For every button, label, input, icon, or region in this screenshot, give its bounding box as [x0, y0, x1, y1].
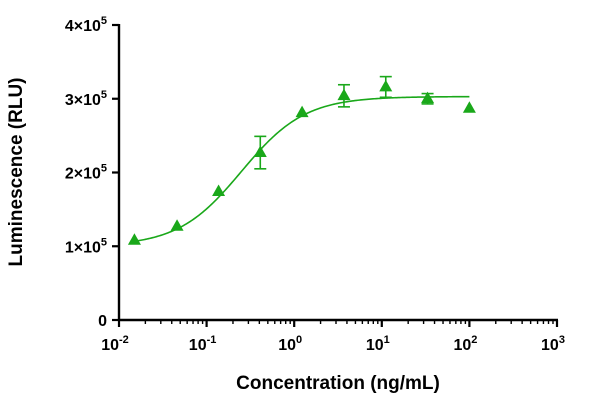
- x-tick-label: 10-1: [189, 334, 217, 354]
- x-axis-title: Concentration (ng/mL): [236, 373, 440, 394]
- x-tick-label: 102: [453, 334, 477, 354]
- plot-area: [127, 75, 476, 245]
- y-axis-title: Luminescence (RLU): [6, 78, 27, 267]
- x-tick-label: 100: [278, 334, 302, 354]
- data-point: [295, 105, 309, 118]
- data-points: [127, 75, 476, 245]
- data-point: [379, 79, 393, 92]
- y-tick-label: 4×105: [65, 15, 107, 35]
- x-axis: 10-2 10-1 100 101 102 103: [101, 318, 565, 354]
- data-point: [253, 145, 267, 157]
- data-point: [212, 184, 226, 197]
- fit-curve: [134, 95, 470, 243]
- y-tick-label: 1×105: [65, 236, 107, 256]
- x-tick-label: 101: [366, 334, 390, 354]
- y-tick-label: 3×105: [65, 89, 107, 109]
- data-point: [127, 233, 141, 245]
- y-ticks: 0 1×105 2×105 3×105 4×105: [65, 15, 119, 330]
- x-ticks: 10-2 10-1 100 101 102 103: [101, 320, 565, 354]
- y-tick-label: 2×105: [65, 163, 107, 183]
- x-tick-label: 103: [541, 334, 565, 354]
- data-point: [170, 219, 184, 231]
- y-axis: 0 1×105 2×105 3×105 4×105: [65, 15, 121, 330]
- x-tick-label: 10-2: [101, 334, 129, 354]
- data-point: [337, 88, 351, 101]
- data-point: [462, 101, 476, 113]
- data-point: [421, 91, 435, 104]
- y-tick-label: 0: [98, 313, 107, 330]
